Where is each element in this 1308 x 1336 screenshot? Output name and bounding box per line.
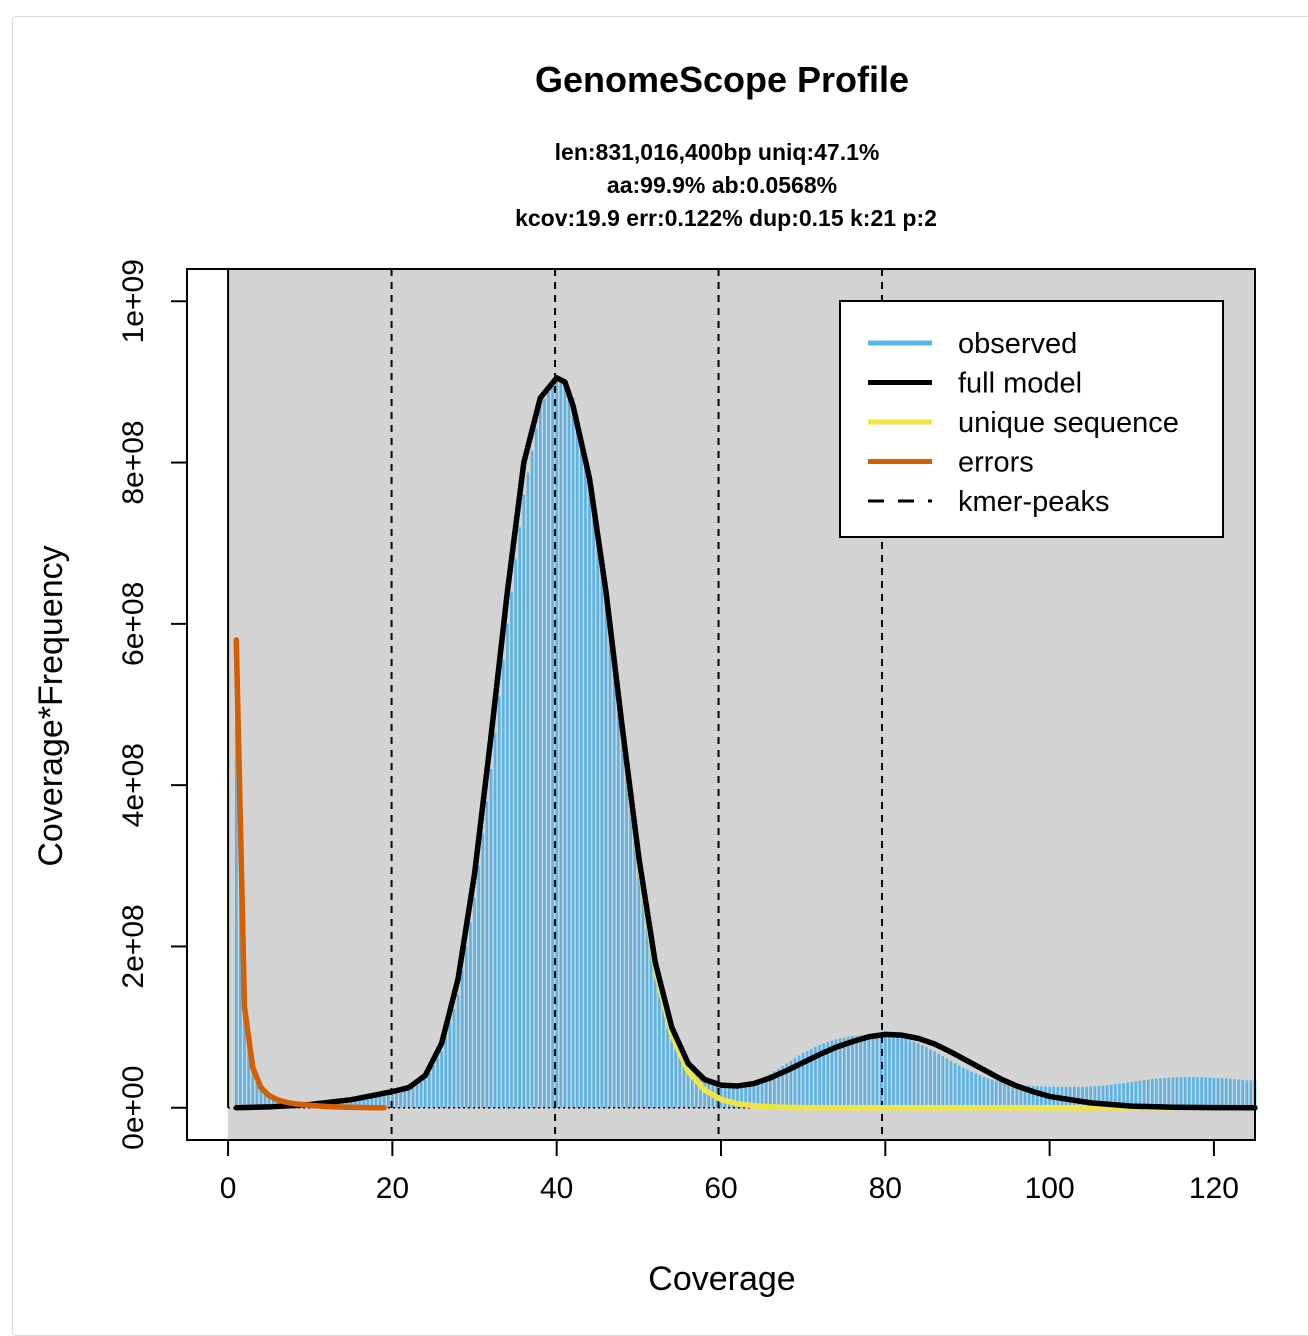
x-tick-label: 120	[1189, 1172, 1239, 1205]
y-tick-label: 4e+08	[117, 743, 150, 827]
errors-line	[233, 637, 387, 1111]
x-tick-label: 100	[1025, 1172, 1075, 1205]
legend-label: observed	[958, 328, 1077, 360]
y-tick-label: 0e+00	[117, 1066, 150, 1150]
legend-box	[839, 300, 1224, 538]
observed-bars	[234, 377, 1257, 1108]
x-axis-label: Coverage	[648, 1260, 795, 1298]
legend-label: unique sequence	[958, 407, 1179, 439]
full-model-line	[233, 375, 1258, 1111]
chart-subtitle-line-1: len:831,016,400bp uniq:47.1%	[555, 139, 880, 165]
x-tick-label: 60	[704, 1172, 737, 1205]
x-tick-label: 0	[220, 1172, 237, 1205]
chart-subtitle-line-3: kcov:19.9 err:0.122% dup:0.15 k:21 p:2	[515, 205, 937, 231]
chart-title: GenomeScope Profile	[535, 59, 909, 100]
legend-label: kmer-peaks	[958, 486, 1110, 518]
legend-label: errors	[958, 447, 1034, 479]
x-tick-label: 20	[376, 1172, 409, 1205]
y-tick-label: 6e+08	[117, 582, 150, 666]
y-tick-label: 8e+08	[117, 420, 150, 504]
y-tick-label: 1e+09	[117, 259, 150, 343]
chart-subtitle-line-2: aa:99.9% ab:0.0568%	[607, 172, 837, 198]
y-axis-label: Coverage*Frequency	[32, 545, 70, 866]
y-tick-label: 2e+08	[117, 904, 150, 988]
x-tick-label: 80	[869, 1172, 902, 1205]
x-tick-label: 40	[540, 1172, 573, 1205]
legend: observed full model unique sequence errors k…	[839, 300, 1224, 538]
legend-label: full model	[958, 368, 1082, 400]
